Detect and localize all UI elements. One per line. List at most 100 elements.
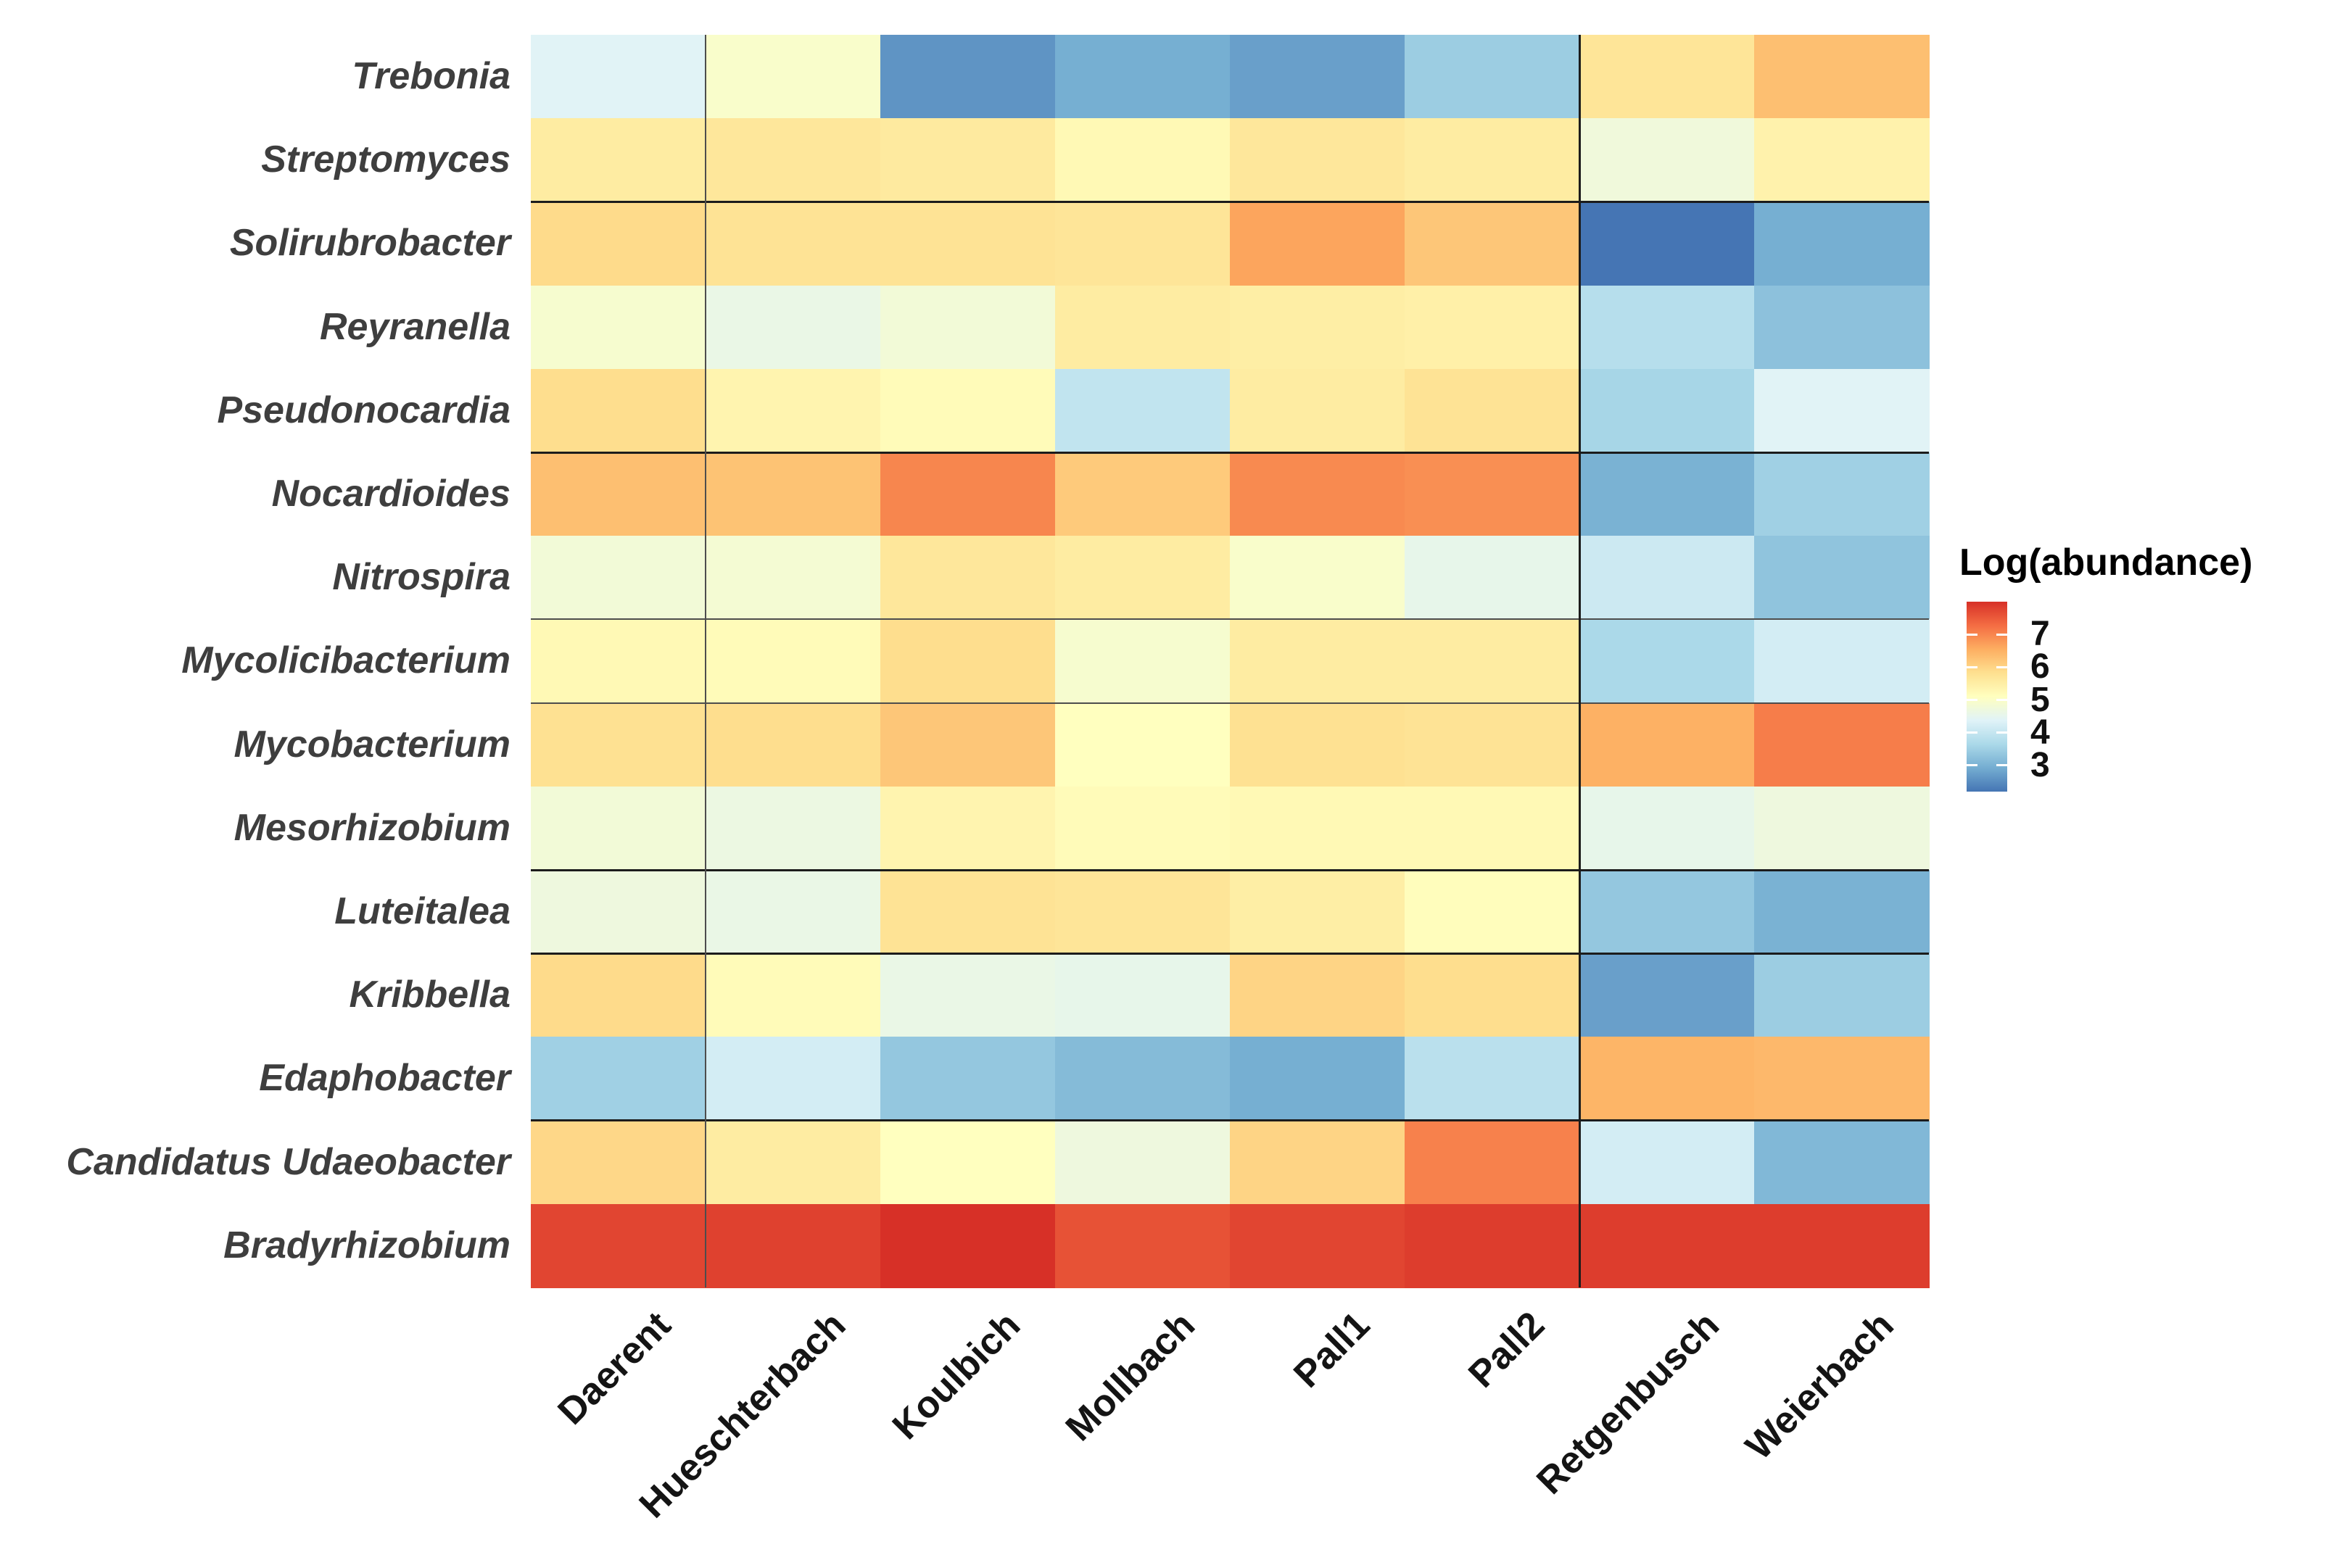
- heatmap-cell: [1754, 536, 1930, 620]
- heatmap-cell: [706, 285, 881, 370]
- y-axis-label: Kribbella: [349, 974, 511, 1016]
- legend-tick-mark: [1996, 633, 2007, 636]
- heatmap-cell: [1230, 35, 1405, 119]
- heatmap-cell: [706, 1037, 881, 1121]
- heatmap-cell: [706, 452, 881, 536]
- y-axis-label: Mycobacterium: [233, 723, 511, 766]
- legend-title: Log(abundance): [1959, 542, 2253, 584]
- heatmap-cell: [1055, 870, 1231, 954]
- heatmap-cell: [1405, 702, 1580, 787]
- heatmap-cell: [880, 285, 1056, 370]
- heatmap-cell: [531, 1037, 706, 1121]
- heatmap-cell: [880, 1203, 1056, 1288]
- row-group-separator-line: [531, 200, 1929, 203]
- heatmap-cell: [1579, 118, 1755, 202]
- x-axis-label: Retgenbusch: [1529, 1303, 1728, 1503]
- heatmap-cell: [706, 35, 881, 119]
- x-axis-label: Daerent: [550, 1303, 679, 1433]
- heatmap-cell: [1405, 1203, 1580, 1288]
- heatmap-cell: [1405, 285, 1580, 370]
- heatmap-cell: [880, 870, 1056, 954]
- heatmap-cell: [706, 536, 881, 620]
- y-axis-label: Nitrospira: [332, 556, 511, 599]
- heatmap-cell: [880, 702, 1056, 787]
- heatmap-cell: [1754, 870, 1930, 954]
- heatmap-cell: [1405, 35, 1580, 119]
- heatmap-cell: [1754, 285, 1930, 370]
- heatmap-cell: [1754, 202, 1930, 286]
- heatmap-cell: [1405, 953, 1580, 1037]
- heatmap-cell: [1230, 1037, 1405, 1121]
- heatmap-cell: [706, 118, 881, 202]
- heatmap-cell: [531, 1120, 706, 1205]
- heatmap-cell: [1579, 368, 1755, 453]
- y-axis-label: Pseudonocardia: [217, 389, 511, 431]
- heatmap-cell: [1754, 452, 1930, 536]
- row-group-separator-line: [531, 451, 1929, 454]
- y-axis-label: Streptomyces: [261, 138, 511, 181]
- heatmap-cell: [1754, 118, 1930, 202]
- heatmap-cell: [531, 1203, 706, 1288]
- heatmap-cell: [706, 368, 881, 453]
- heatmap-cell: [1055, 536, 1231, 620]
- heatmap-cell: [1230, 1203, 1405, 1288]
- legend-tick-label: 6: [2030, 647, 2050, 686]
- heatmap-grid: [531, 35, 1930, 1288]
- heatmap-cell: [880, 1120, 1056, 1205]
- heatmap-cell: [1055, 619, 1231, 704]
- heatmap-cell: [1754, 1037, 1930, 1121]
- heatmap-cell: [1055, 953, 1231, 1037]
- heatmap-cell: [1405, 1120, 1580, 1205]
- heatmap-cell: [1579, 285, 1755, 370]
- heatmap-cell: [531, 619, 706, 704]
- heatmap-cell: [1579, 870, 1755, 954]
- heatmap-cell: [880, 118, 1056, 202]
- heatmap-cell: [1405, 870, 1580, 954]
- heatmap-cell: [880, 619, 1056, 704]
- legend-tick-mark: [1967, 665, 1977, 668]
- heatmap-cell: [1579, 1037, 1755, 1121]
- heatmap-cell: [1230, 452, 1405, 536]
- heatmap-cell: [1405, 1037, 1580, 1121]
- heatmap-cell: [1579, 619, 1755, 704]
- heatmap-cell: [1230, 702, 1405, 787]
- heatmap-cell: [1230, 202, 1405, 286]
- y-axis-label: Solirubrobacter: [229, 222, 511, 265]
- heatmap-cell: [706, 702, 881, 787]
- heatmap-cell: [880, 35, 1056, 119]
- heatmap-cell: [880, 786, 1056, 871]
- legend-tick-mark: [1967, 633, 1977, 636]
- x-axis-label: Mollbach: [1057, 1303, 1204, 1450]
- heatmap-cell: [1754, 1120, 1930, 1205]
- heatmap-cell: [1230, 870, 1405, 954]
- y-axis-label: Candidatus Udaeobacter: [66, 1140, 511, 1183]
- heatmap-cell: [1579, 1120, 1755, 1205]
- y-axis-label: Bradyrhizobium: [223, 1224, 511, 1266]
- heatmap-cell: [1230, 285, 1405, 370]
- heatmap-cell: [1579, 202, 1755, 286]
- heatmap-cell: [1579, 452, 1755, 536]
- heatmap-cell: [1055, 35, 1231, 119]
- heatmap-cell: [1055, 702, 1231, 787]
- y-axis-label: Reyranella: [319, 305, 511, 348]
- heatmap-cell: [1405, 202, 1580, 286]
- heatmap-cell: [1754, 953, 1930, 1037]
- heatmap-cell: [531, 536, 706, 620]
- legend-tick-label: 7: [2030, 615, 2050, 654]
- heatmap-cell: [1754, 35, 1930, 119]
- heatmap-cell: [1579, 35, 1755, 119]
- heatmap-cell: [1754, 619, 1930, 704]
- legend-tick-mark: [1996, 731, 2007, 734]
- heatmap-cell: [1055, 452, 1231, 536]
- y-axis-label: Luteitalea: [334, 890, 511, 932]
- heatmap-cell: [1405, 619, 1580, 704]
- heatmap-cell: [531, 35, 706, 119]
- heatmap-cell: [880, 1037, 1056, 1121]
- y-axis-label: Trebonia: [352, 55, 511, 97]
- heatmap-cell: [531, 702, 706, 787]
- legend-tick-mark: [1967, 764, 1977, 767]
- legend-tick-mark: [1967, 731, 1977, 734]
- heatmap-cell: [1405, 452, 1580, 536]
- heatmap-cell: [1405, 786, 1580, 871]
